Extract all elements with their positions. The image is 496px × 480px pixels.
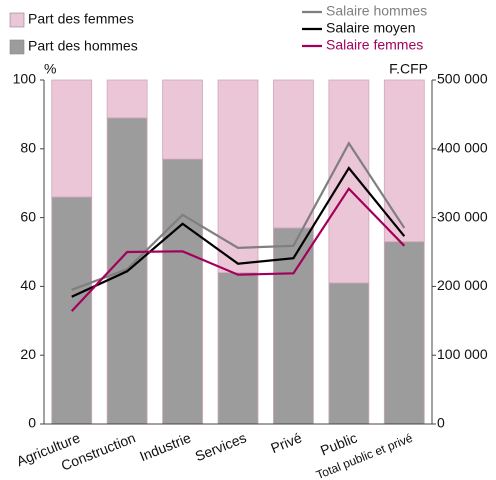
x-tick-label: Industrie [137, 429, 193, 464]
legend-label: Part des femmes [28, 11, 134, 27]
bar [51, 79, 93, 198]
legend-swatch [9, 12, 25, 28]
bar [328, 282, 370, 425]
bar [383, 79, 425, 243]
x-tick-label: Privé [268, 429, 304, 456]
y-tick-label: 60 [20, 208, 36, 224]
y2-tick-label: 500 000 [437, 71, 488, 87]
y2-tick-label: 400 000 [437, 140, 488, 156]
y2-tick-label: 100 000 [437, 346, 488, 362]
legend-label: Part des hommes [28, 38, 138, 54]
bar [273, 79, 314, 229]
bar [162, 158, 203, 425]
bar [106, 79, 148, 119]
y-axis-label: % [44, 61, 56, 77]
y2-tick-label: 300 000 [437, 208, 488, 224]
bar [217, 272, 259, 425]
legend-label: Salaire moyen [326, 20, 416, 36]
legend-label: Salaire hommes [326, 3, 427, 19]
y-tick-label: 0 [28, 415, 36, 431]
y-tick-label: 80 [20, 140, 36, 156]
y2-tick-label: 200 000 [437, 277, 488, 293]
y-tick-label: 40 [20, 277, 36, 293]
y-tick-label: 20 [20, 346, 36, 362]
y-tick-label: 100 [13, 71, 37, 87]
y2-axis-label: F.CFP [389, 61, 428, 77]
bar [328, 79, 370, 284]
line-series [71, 166, 406, 298]
bar [383, 241, 425, 425]
bar [217, 79, 259, 274]
legend-label: Salaire femmes [326, 37, 423, 53]
line-series [70, 186, 406, 312]
bar [162, 79, 203, 160]
legend-swatch [9, 39, 25, 55]
x-tick-label: Services [193, 429, 249, 464]
y2-tick-label: 0 [437, 415, 445, 431]
line-series [71, 141, 406, 291]
